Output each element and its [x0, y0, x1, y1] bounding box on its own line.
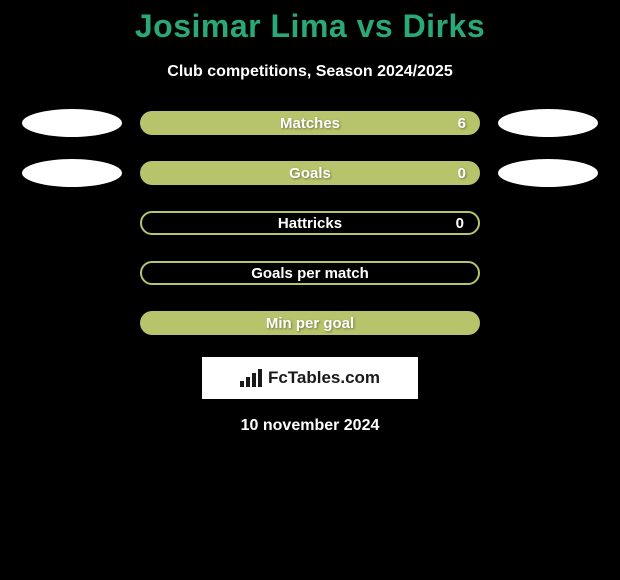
stat-bar: Min per goal: [140, 311, 480, 335]
stat-label: Goals: [289, 165, 331, 182]
right-ellipse: [498, 109, 598, 137]
stat-bar: Goals 0: [140, 161, 480, 185]
stat-bar: Goals per match: [140, 261, 480, 285]
stat-value-right: 0: [456, 215, 464, 232]
comparison-infographic: Josimar Lima vs Dirks Club competitions,…: [0, 0, 620, 435]
source-logo: FcTables.com: [202, 357, 418, 399]
spacer: [498, 209, 598, 237]
spacer: [498, 309, 598, 337]
left-ellipse: [22, 109, 122, 137]
page-title: Josimar Lima vs Dirks: [0, 8, 620, 45]
stat-label: Hattricks: [278, 215, 342, 232]
stat-row-goals-per-match: Goals per match: [0, 259, 620, 287]
stat-label: Matches: [280, 115, 340, 132]
stat-row-hattricks: Hattricks 0: [0, 209, 620, 237]
stat-row-min-per-goal: Min per goal: [0, 309, 620, 337]
stats-section: Matches 6 Goals 0 Hattricks 0 Goals: [0, 109, 620, 337]
stat-value-right: 6: [458, 115, 466, 132]
logo-text: FcTables.com: [268, 368, 380, 388]
stat-row-goals: Goals 0: [0, 159, 620, 187]
right-ellipse: [498, 159, 598, 187]
spacer: [22, 309, 122, 337]
subtitle: Club competitions, Season 2024/2025: [0, 63, 620, 81]
stat-label: Goals per match: [251, 265, 369, 282]
spacer: [22, 259, 122, 287]
stat-bar: Hattricks 0: [140, 211, 480, 235]
stat-bar: Matches 6: [140, 111, 480, 135]
left-ellipse: [22, 159, 122, 187]
spacer: [498, 259, 598, 287]
stat-row-matches: Matches 6: [0, 109, 620, 137]
date-text: 10 november 2024: [0, 417, 620, 435]
stat-value-right: 0: [458, 165, 466, 182]
spacer: [22, 209, 122, 237]
bars-icon: [240, 369, 262, 387]
stat-label: Min per goal: [266, 315, 354, 332]
